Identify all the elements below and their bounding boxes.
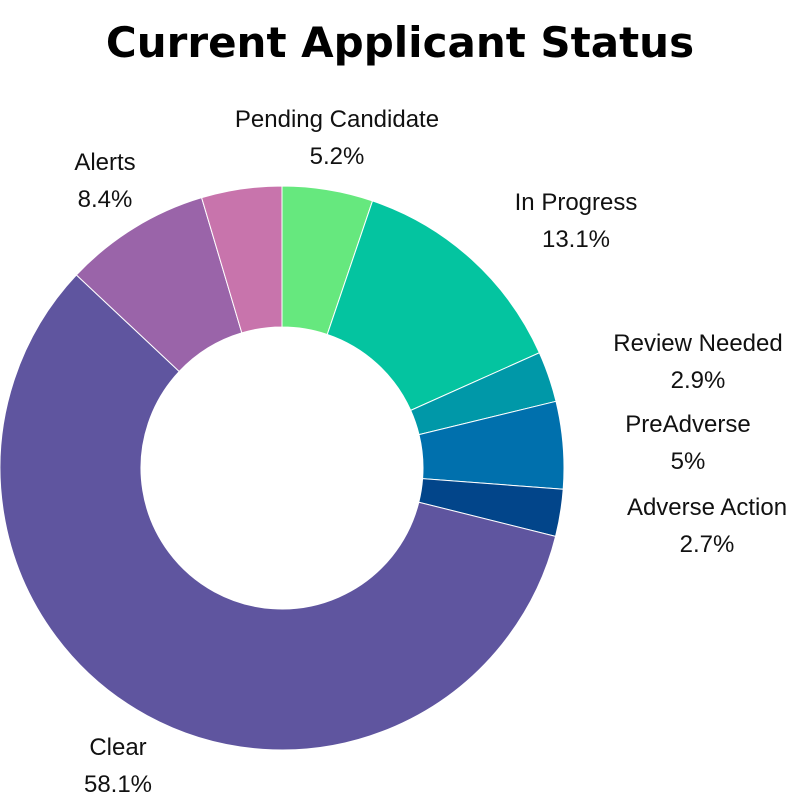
percent-review-needed: 2.9%: [671, 367, 726, 394]
label-alerts: Alerts: [74, 149, 135, 176]
chart-title: Current Applicant Status: [105, 18, 695, 67]
slice-in-progress: [326, 200, 541, 412]
label-adverse-action: Adverse Action: [627, 494, 787, 521]
percent-preadverse: 5%: [671, 448, 706, 475]
label-preadverse: PreAdverse: [625, 411, 750, 438]
label-pending-candidate: Pending Candidate: [235, 106, 439, 133]
label-clear: Clear: [89, 734, 146, 761]
slice-unlabeled: [201, 185, 283, 334]
percent-clear: 58.1%: [84, 771, 152, 798]
slice-clear: [0, 274, 557, 751]
percent-alerts: 8.4%: [78, 186, 133, 213]
percent-adverse-action: 2.7%: [680, 531, 735, 558]
percent-pending-candidate: 5.2%: [310, 143, 365, 170]
percent-in-progress: 13.1%: [542, 226, 610, 253]
label-in-progress: In Progress: [515, 189, 638, 216]
label-review-needed: Review Needed: [613, 330, 782, 357]
